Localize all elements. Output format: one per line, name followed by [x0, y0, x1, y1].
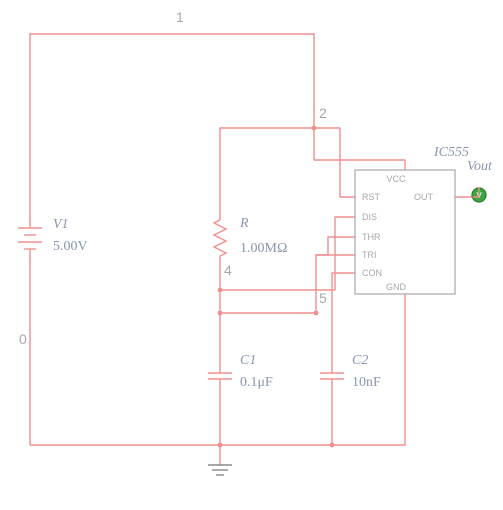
v1-value: 5.00V [53, 239, 88, 254]
ic-pin-label-dis: DIS [362, 212, 377, 222]
ic-pin-label-gnd: GND [386, 282, 407, 292]
node-label-2: 2 [319, 105, 327, 121]
wire-c2-gnd [220, 384, 332, 445]
c1-value: 0.1μF [240, 375, 273, 390]
c1-name: C1 [240, 353, 256, 368]
ic-pin-label-thr: THR [362, 232, 381, 242]
ic-pin-label-con: CON [362, 268, 382, 278]
node-label-0: 0 [19, 331, 27, 347]
ic-pin-label-vcc: VCC [386, 174, 406, 184]
node-label-4: 4 [224, 262, 232, 278]
c2-name: C2 [352, 353, 368, 368]
r-name: R [239, 216, 249, 231]
ic-pin-label-out: OUT [414, 192, 434, 202]
ic-pin-label-rst: RST [362, 192, 381, 202]
node-label-5: 5 [319, 290, 327, 306]
wire-to-vcc [314, 128, 405, 170]
ic-name: IC555 [433, 145, 469, 160]
c2-value: 10nF [352, 375, 381, 390]
wire-ic-gnd [332, 294, 405, 445]
wire-v1-gnd [30, 260, 220, 445]
v1-name: V1 [53, 217, 69, 232]
node-label-1: 1 [176, 9, 184, 25]
vout-label: Vout [467, 159, 493, 174]
wire-to-rst [314, 128, 355, 197]
ic-pin-label-tri: TRI [362, 250, 377, 260]
resistor-symbol [214, 216, 226, 260]
r-value: 1.00MΩ [240, 241, 287, 256]
